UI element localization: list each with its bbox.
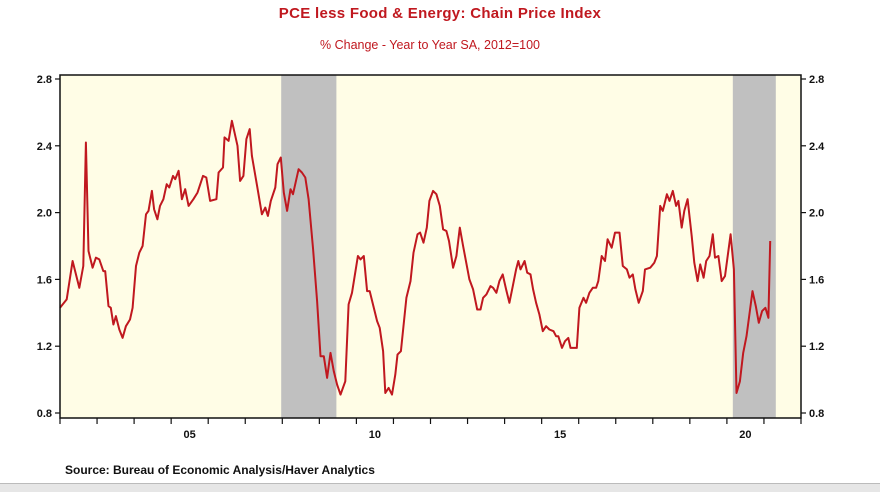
y-tick-label-right: 2.0 xyxy=(809,208,824,220)
series-line xyxy=(59,119,772,396)
plot-background xyxy=(60,75,801,418)
chart-subtitle: % Change - Year to Year SA, 2012=100 xyxy=(320,38,540,52)
recession-band xyxy=(732,75,776,418)
y-tick-label-left: 2.8 xyxy=(37,74,52,86)
y-tick-label-right: 0.8 xyxy=(809,408,824,420)
y-tick-label-right: 2.8 xyxy=(809,74,824,86)
y-tick-label-left: 2.4 xyxy=(37,141,53,153)
y-tick-label-left: 1.6 xyxy=(37,274,52,286)
y-tick-label-left: 1.2 xyxy=(37,341,52,353)
chart-title: PCE less Food & Energy: Chain Price Inde… xyxy=(278,5,602,22)
y-tick-label-right: 1.6 xyxy=(809,274,824,286)
x-tick-label: 05 xyxy=(184,429,196,441)
bottom-scrollbar-strip xyxy=(0,483,880,492)
y-tick-label-left: 2.0 xyxy=(37,208,52,220)
y-tick-label-right: 1.2 xyxy=(809,341,824,353)
recession-band xyxy=(281,75,337,418)
source-note: Source: Bureau of Economic Analysis/Have… xyxy=(65,463,375,477)
x-tick-label: 10 xyxy=(369,429,381,441)
y-tick-label-right: 2.4 xyxy=(809,141,825,153)
x-tick-label: 20 xyxy=(739,429,751,441)
y-tick-label-left: 0.8 xyxy=(37,408,52,420)
x-tick-label: 15 xyxy=(554,429,566,441)
